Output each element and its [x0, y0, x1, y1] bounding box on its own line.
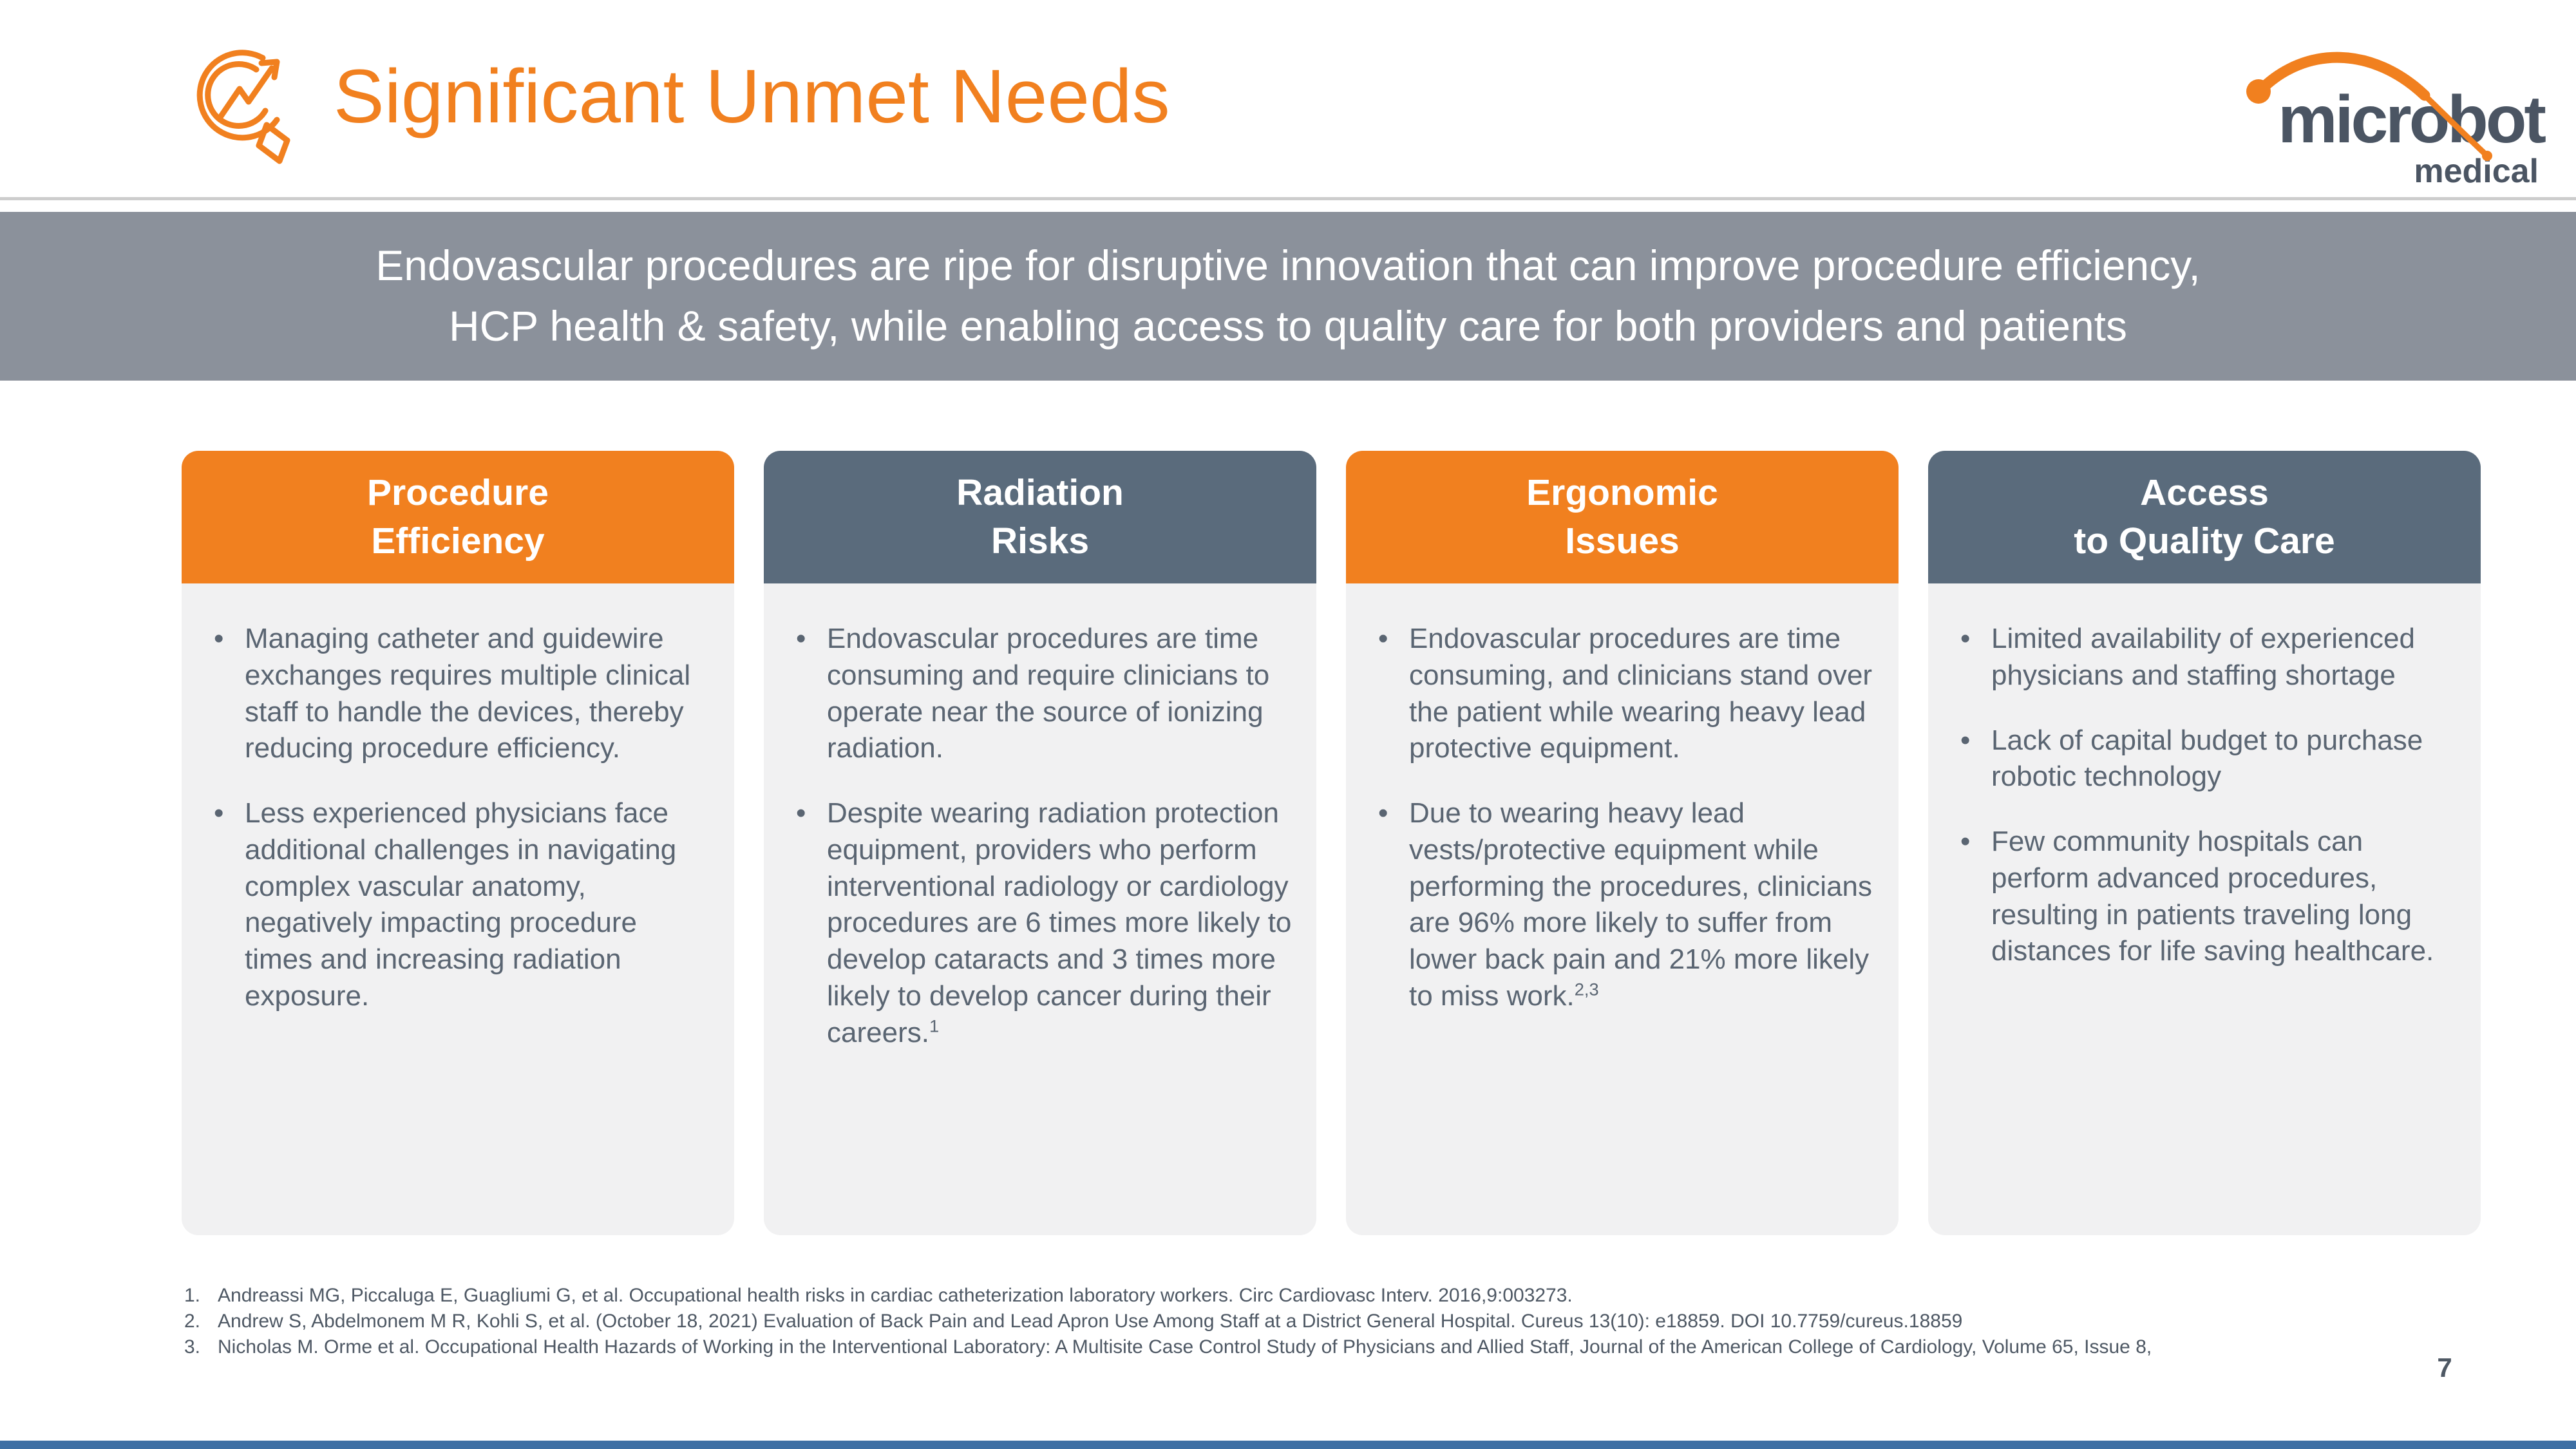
card-header-line: Issues [1565, 520, 1680, 562]
bullet-marker: • [796, 797, 806, 829]
bullet-text: Limited availability of experienced phys… [1991, 623, 2415, 691]
card-header: Access to Quality Care [1928, 451, 2481, 583]
trend-target-icon [182, 40, 310, 176]
header-divider [0, 197, 2576, 200]
card-header-line: Risks [990, 520, 1090, 562]
bullet-marker: • [1960, 826, 1971, 857]
banner-line-2: HCP health & safety, while enabling acce… [448, 302, 2128, 350]
bullet-text: Endovascular procedures are time consumi… [1409, 623, 1873, 764]
bullet-item: • Despite wearing radiation protection eq… [796, 795, 1292, 1051]
card-ergonomic-issues: Ergonomic Issues • Endovascular procedures … [1346, 451, 1899, 1235]
card-header-line: to Quality Care [2074, 520, 2335, 562]
card-body: • Endovascular procedures are time consum… [764, 583, 1316, 1235]
cards: Procedure Efficiency • Managing catheter an… [182, 451, 2481, 1235]
bullet-item: • Few community hospitals can perform adv… [1960, 824, 2456, 970]
card-header-line: Ergonomic [1526, 471, 1718, 513]
footnote-reference: 2,3 [1574, 979, 1599, 999]
footnotes: 1. Andreassi MG, Piccaluga E, Guagliumi G… [184, 1283, 2152, 1360]
bullet-text: Less experienced physicians face additio… [245, 797, 677, 1012]
card-header-line: Efficiency [371, 520, 545, 562]
footnote-text: Nicholas M. Orme et al. Occupational Hea… [218, 1336, 2152, 1358]
footnote: 1. Andreassi MG, Piccaluga E, Guagliumi G… [184, 1283, 2152, 1309]
bullet-marker: • [1960, 623, 1971, 654]
bullet-item: • Limited availability of experienced phy… [1960, 621, 2456, 694]
bullet-item: • Less experienced physicians face additi… [214, 795, 710, 1015]
bullet-item: • Due to wearing heavy lead vests/protect… [1378, 795, 1874, 1015]
card-header: Ergonomic Issues [1346, 451, 1899, 583]
footnote-text: Andreassi MG, Piccaluga E, Guagliumi G, … [218, 1285, 1573, 1306]
bullet-marker: • [214, 623, 224, 654]
bullet-text: Lack of capital budget to purchase robot… [1991, 724, 2423, 793]
footnote-number: 3. [184, 1336, 201, 1358]
bullet-text: Despite wearing radiation protection equ… [827, 797, 1292, 1048]
card-radiation-risks: Radiation Risks • Endovascular procedures a… [764, 451, 1316, 1235]
bullet-marker: • [796, 623, 806, 654]
card-access-to-quality-care: Access to Quality Care • Limited availabili… [1928, 451, 2481, 1235]
card-header: Radiation Risks [764, 451, 1316, 583]
bullet-item: • Managing catheter and guidewire exchang… [214, 621, 710, 767]
bullet-item: • Endovascular procedures are time consum… [1378, 621, 1874, 767]
bullet-text: Endovascular procedures are time consumi… [827, 623, 1270, 764]
bullet-text: Due to wearing heavy lead vests/protecti… [1409, 797, 1873, 1012]
banner-line-1: Endovascular procedures are ripe for dis… [375, 242, 2201, 290]
bullet-item: • Lack of capital budget to purchase robo… [1960, 723, 2456, 796]
footnote: 3. Nicholas M. Orme et al. Occupational H… [184, 1334, 2152, 1360]
footnote-number: 2. [184, 1310, 201, 1332]
footnote-number: 1. [184, 1285, 201, 1306]
card-header: Procedure Efficiency [182, 451, 734, 583]
bullet-marker: • [1378, 797, 1388, 829]
logo-swoosh-icon [2246, 52, 2492, 161]
logo-subtitle: medical [2414, 153, 2539, 190]
card-body: • Endovascular procedures are time consum… [1346, 583, 1899, 1235]
microbot-medical-logo: microbot medical [2209, 44, 2546, 198]
card-body: • Limited availability of experienced phy… [1928, 583, 2481, 1235]
card-body: • Managing catheter and guidewire exchang… [182, 583, 734, 1235]
footer-bar [0, 1441, 2576, 1449]
logo-word: microbot [2278, 82, 2546, 157]
key-message-banner: Endovascular procedures are ripe for dis… [0, 212, 2576, 381]
bullet-text: Few community hospitals can perform adva… [1991, 826, 2434, 967]
bullet-marker: • [214, 797, 224, 829]
bullet-item: • Endovascular procedures are time consum… [796, 621, 1292, 767]
bullet-text: Managing catheter and guidewire exchange… [245, 623, 691, 764]
footnote-text: Andrew S, Abdelmonem M R, Kohli S, et al… [218, 1310, 1963, 1332]
card-header-line: Procedure [367, 471, 549, 513]
card-header-line: Radiation [956, 471, 1124, 513]
footnote-reference: 1 [929, 1015, 940, 1036]
bullet-marker: • [1378, 623, 1388, 654]
page-number: 7 [2437, 1352, 2452, 1383]
footnote: 2. Andrew S, Abdelmonem M R, Kohli S, et … [184, 1309, 2152, 1334]
card-procedure-efficiency: Procedure Efficiency • Managing catheter an… [182, 451, 734, 1235]
card-header-line: Access [2140, 471, 2269, 513]
page-title: Significant Unmet Needs [334, 54, 1170, 139]
bullet-marker: • [1960, 724, 1971, 756]
